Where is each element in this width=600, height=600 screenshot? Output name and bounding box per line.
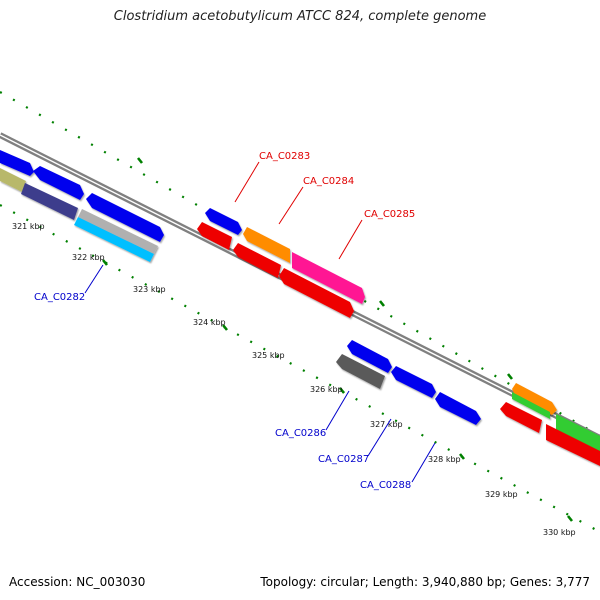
kbp-label: 327 kbp	[370, 420, 403, 429]
gene-arrow-ca0282[interactable]	[74, 217, 154, 262]
gene-arrow[interactable]	[0, 150, 34, 176]
gene-label-ca0284[interactable]: CA_C0284	[303, 176, 354, 187]
kbp-label: 324 kbp	[193, 318, 226, 327]
kbp-label: 322 kbp	[72, 253, 105, 262]
gene-arrow[interactable]	[197, 222, 232, 250]
gene-arrow[interactable]	[546, 424, 600, 466]
leader-lines	[84, 161, 436, 483]
kbp-label: 329 kbp	[485, 490, 518, 499]
map-title: Clostridium acetobutylicum ATCC 824, com…	[113, 9, 487, 24]
kbp-labels: 321 kbp 322 kbp 323 kbp 324 kbp 325 kbp …	[12, 222, 576, 537]
gene-label-ca0288[interactable]: CA_C0288	[360, 480, 411, 491]
kbp-label: 321 kbp	[12, 222, 45, 231]
gene-arrow[interactable]	[336, 354, 385, 389]
gene-arrow[interactable]	[0, 168, 26, 192]
gene-arrow-ca0287[interactable]	[391, 366, 436, 398]
gene-arrow[interactable]	[21, 183, 78, 220]
gene-arrow-ca0286[interactable]	[347, 340, 392, 373]
topology-label: Topology: circular; Length: 3,940,880 bp…	[260, 575, 590, 589]
gene-arrow-ca0284[interactable]	[243, 227, 290, 263]
gene-label-ca0286[interactable]: CA_C0286	[275, 428, 326, 439]
kbp-label: 328 kbp	[428, 455, 461, 464]
gene-arrow-ca0285[interactable]	[292, 252, 365, 304]
gene-label-ca0282[interactable]: CA_C0282	[34, 292, 85, 303]
kbp-label: 330 kbp	[543, 528, 576, 537]
gene-arrow[interactable]	[33, 166, 84, 200]
gene-arrow[interactable]	[512, 392, 550, 419]
gene-label-ca0285[interactable]: CA_C0285	[364, 209, 415, 220]
kbp-label: 326 kbp	[310, 385, 343, 394]
gene-label-ca0283[interactable]: CA_C0283	[259, 151, 310, 162]
gene-labels: CA_C0283 CA_C0284 CA_C0285 CA_C0282 CA_C…	[34, 151, 415, 491]
gene-arrow-ca0288[interactable]	[435, 392, 481, 425]
accession-label: Accession: NC_003030	[9, 575, 146, 589]
forward-genes	[0, 150, 600, 454]
gene-arrow[interactable]	[233, 243, 281, 278]
gene-arrow[interactable]	[500, 402, 542, 433]
gene-arrow[interactable]	[78, 209, 158, 254]
kbp-label: 323 kbp	[133, 285, 166, 294]
kbp-label: 325 kbp	[252, 351, 285, 360]
gene-label-ca0287[interactable]: CA_C0287	[318, 454, 369, 465]
major-ticks	[101, 157, 574, 522]
gene-arrow[interactable]	[556, 414, 600, 454]
gene-arrow[interactable]	[279, 268, 354, 318]
gene-arrow[interactable]	[86, 193, 164, 242]
gene-arrow[interactable]	[512, 383, 557, 415]
gene-arrow-ca0283[interactable]	[205, 208, 242, 235]
reverse-genes	[0, 168, 600, 466]
